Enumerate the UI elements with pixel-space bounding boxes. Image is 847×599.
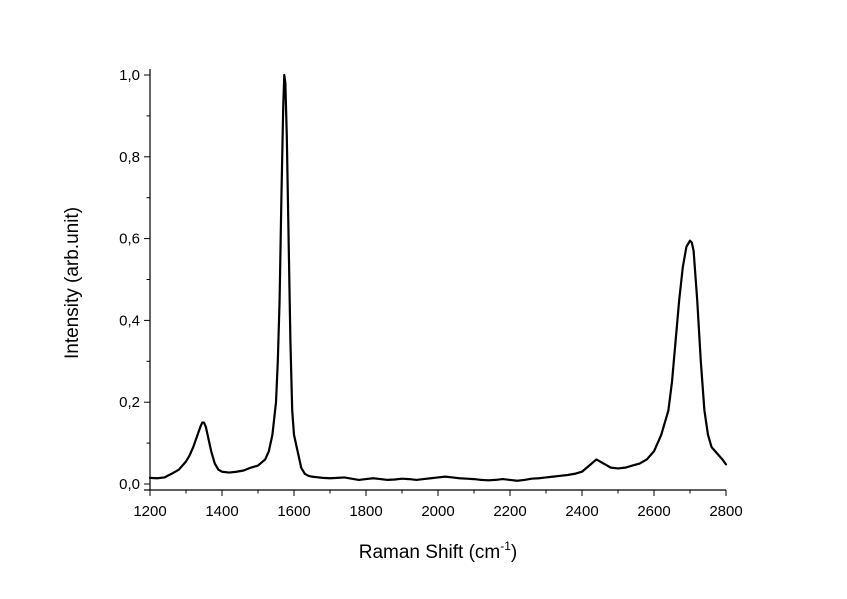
ticks: 1200 1400 1600 1800 2000 2200 2400 2600 2800 0,0 0… [119,67,743,520]
y-tick-label: 0,4 [119,312,140,329]
x-tick-label: 2400 [565,503,598,520]
y-tick-label: 0,2 [119,394,140,411]
y-axis-title: Intensity (arb.unit) [62,207,83,359]
series-layer [148,73,728,482]
x-axis-title-main: Raman Shift (cm [359,542,500,563]
x-tick-label: 1600 [277,503,310,520]
x-tick-label: 2000 [421,503,454,520]
x-tick-label: 1800 [349,503,382,520]
y-tick-label: 0,8 [119,149,140,166]
x-tick-label: 2200 [493,503,526,520]
x-tick-label: 2800 [709,503,742,520]
y-tick-label: 0,0 [119,476,140,493]
y-tick-label: 1,0 [119,67,140,84]
series-line-raman-spectrum [148,73,728,482]
y-tick-label: 0,6 [119,231,140,248]
x-axis-title: Raman Shift (cm-1) [359,539,517,563]
x-axis-title-superscript: -1 [500,539,511,553]
axes [144,69,726,491]
x-tick-label: 2600 [637,503,670,520]
x-axis-title-suffix: ) [511,542,517,563]
x-tick-label: 1200 [133,503,166,520]
x-tick-label: 1400 [205,503,238,520]
